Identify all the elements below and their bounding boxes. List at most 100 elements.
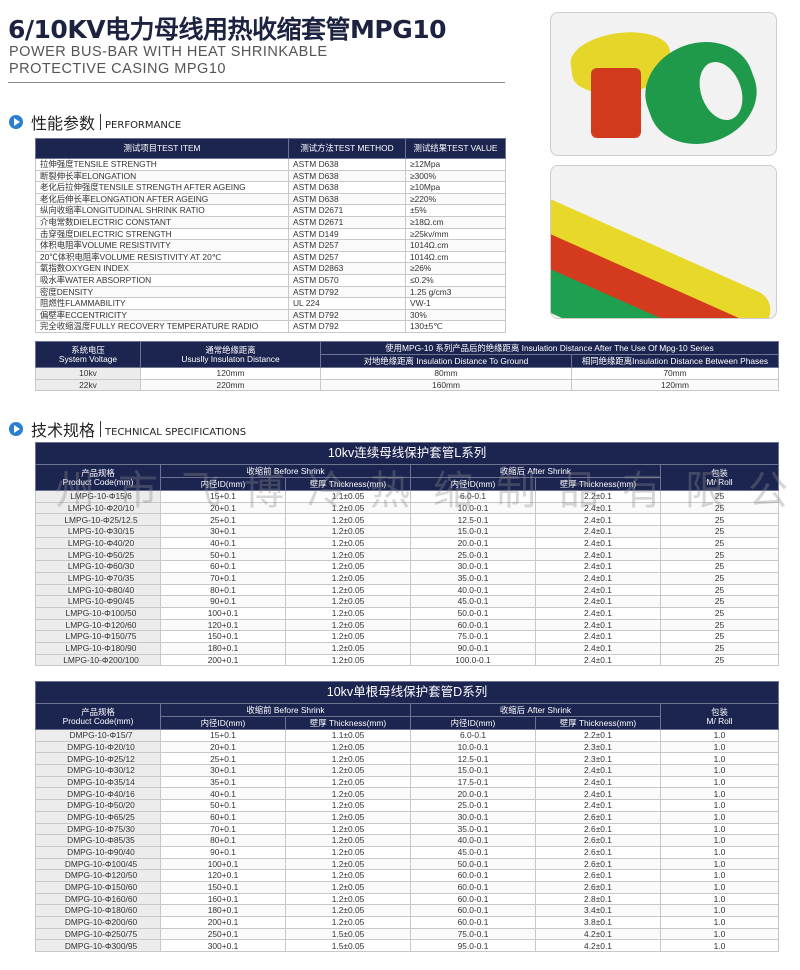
test-item: 断裂伸长率ELONGATION (35, 169, 289, 183)
test-item: 老化后拉伸强度TENSILE STRENGTH AFTER AGEING (35, 181, 289, 194)
id-after: 17.5-0.1 (410, 775, 536, 789)
packing: 1.0 (660, 729, 779, 742)
table-row: LMPG-10-Φ15/6 15+0.1 1.1±0.05 6.0-0.1 2.2±0.… (35, 490, 780, 503)
id-header: 内径ID(mm) (410, 477, 536, 491)
product-code: LMPG-10-Φ70/35 (35, 571, 161, 585)
packing: 25 (659, 583, 780, 597)
product-code: DMPG-10-Φ20/10 (35, 740, 161, 754)
section-title-zh: 技术规格 (31, 421, 96, 440)
id-after: 10.0-0.1 (410, 501, 536, 515)
packing: 25 (659, 548, 780, 562)
packing: 25 (659, 513, 780, 527)
packing: 25 (659, 595, 780, 608)
product-code: DMPG-10-Φ85/35 (35, 834, 161, 847)
table-row: LMPG-10-Φ40/20 40+0.1 1.2±0.05 20.0-0.1 2.4±… (35, 536, 780, 550)
packing: 25 (659, 525, 780, 538)
usual-distance-header: 通常绝缘距离 Ususlly Insulaton Distance (140, 341, 321, 368)
product-code: DMPG-10-Φ35/14 (35, 775, 161, 789)
product-code: DMPG-10-Φ90/40 (35, 845, 161, 859)
thickness-before: 1.2±0.05 (285, 525, 411, 538)
between-phases-header: 相同绝缘距离Insulation Distance Between Phases (571, 354, 779, 368)
packing: 25 (659, 630, 780, 643)
test-value: VW-1 (405, 297, 506, 310)
id-after: 35.0-0.1 (410, 822, 536, 836)
packing: 25 (659, 560, 780, 573)
test-item: 介电常数DIELECTRIC CONSTANT (35, 215, 289, 229)
id-before: 20+0.1 (160, 740, 286, 754)
packing: 1.0 (660, 740, 779, 754)
id-before: 90+0.1 (160, 595, 286, 608)
thickness-after: 2.3±0.1 (535, 740, 661, 754)
subtitle-line-1: POWER BUS-BAR WITH HEAT SHRINKABLE (9, 44, 328, 60)
id-header: 内径ID(mm) (160, 477, 286, 491)
thickness-before: 1.5±0.05 (285, 927, 411, 941)
packing: 25 (659, 490, 780, 503)
id-before: 20+0.1 (160, 501, 286, 515)
id-before: 80+0.1 (160, 834, 286, 847)
thickness-before: 1.2±0.05 (285, 892, 411, 906)
table-cell: 160mm (320, 378, 572, 391)
product-code: DMPG-10-Φ25/12 (35, 752, 161, 766)
performance-table: 测试项目TEST ITEM 测试方法TEST METHOD 测试结果TEST V… (35, 138, 506, 333)
thickness-after: 2.4±0.1 (535, 583, 661, 597)
id-after: 6.0-0.1 (410, 490, 536, 503)
thickness-after: 2.4±0.1 (535, 775, 661, 789)
table-row: LMPG-10-Φ90/45 90+0.1 1.2±0.05 45.0-0.1 2.4±… (35, 595, 780, 608)
test-item: 纵向收缩率LONGITUDINAL SHRINK RATIO (35, 204, 289, 217)
product-code: LMPG-10-Φ90/45 (35, 595, 161, 608)
id-after: 12.5-0.1 (410, 513, 536, 527)
id-after: 10.0-0.1 (410, 740, 536, 754)
id-before: 30+0.1 (160, 525, 286, 538)
thickness-after: 4.2±0.1 (535, 939, 661, 953)
packing: 1.0 (660, 834, 779, 847)
thickness-before: 1.2±0.05 (285, 548, 411, 562)
product-code: DMPG-10-Φ180/60 (35, 904, 161, 917)
table-row: LMPG-10-Φ180/90 180+0.1 1.2±0.05 90.0-0.1 2.… (35, 641, 780, 655)
product-code: LMPG-10-Φ60/30 (35, 560, 161, 573)
table-row: DMPG-10-Φ300/95 300+0.1 1.5±0.05 95.0-0.1 4.… (35, 939, 779, 953)
id-after: 15.0-0.1 (410, 764, 536, 777)
divider (8, 82, 505, 83)
l-series-table: 10kv连续母线保护套管L系列 产品规格 Product Code(mm) 收缩前… (34, 442, 780, 667)
col-header: 测试项目TEST ITEM (35, 138, 289, 159)
thickness-before: 1.2±0.05 (285, 571, 411, 585)
thickness-before: 1.2±0.05 (285, 536, 411, 550)
test-value: ≥25kv/mm (405, 227, 506, 241)
id-header: 内径ID(mm) (410, 716, 536, 730)
thickness-before: 1.2±0.05 (285, 916, 411, 929)
section-title-en: PERFORMANCE (105, 119, 182, 131)
test-method: ASTM D2863 (288, 262, 406, 275)
thickness-after: 2.3±0.1 (535, 752, 661, 766)
thickness-after: 2.4±0.1 (535, 618, 661, 632)
test-item: 吸水率WATER ABSORPTION (35, 273, 289, 287)
id-before: 180+0.1 (160, 904, 286, 917)
packing: 1.0 (660, 752, 779, 766)
arrow-circle-icon (9, 422, 23, 436)
id-before: 180+0.1 (160, 641, 286, 655)
product-code: LMPG-10-Φ200/100 (35, 653, 161, 667)
id-before: 60+0.1 (160, 560, 286, 573)
id-before: 90+0.1 (160, 845, 286, 859)
packing: 1.0 (660, 869, 779, 882)
test-item: 拉伸强度TENSILE STRENGTH (35, 158, 289, 171)
test-item: 完全收缩温度FULLY RECOVERY TEMPERATURE RADIO (35, 320, 289, 333)
thickness-header: 壁厚 Thickness(mm) (285, 716, 411, 730)
product-code: DMPG-10-Φ75/30 (35, 822, 161, 836)
packing: 25 (659, 501, 780, 515)
packing: 1.0 (660, 764, 779, 777)
id-after: 60.0-0.1 (410, 904, 536, 917)
thickness-after: 2.2±0.1 (535, 490, 661, 503)
table-cell: 120mm (140, 367, 321, 380)
id-before: 300+0.1 (160, 939, 286, 953)
test-method: ASTM D570 (288, 273, 406, 287)
table-row: DMPG-10-Φ180/60 180+0.1 1.2±0.05 60.0-0.1 3.… (35, 904, 779, 917)
before-shrink-header: 收缩前 Before Shrink (160, 703, 411, 717)
table-cell: 80mm (320, 367, 572, 380)
test-method: ASTM D257 (288, 250, 406, 264)
thickness-after: 2.4±0.1 (535, 501, 661, 515)
table-row: LMPG-10-Φ100/50 100+0.1 1.2±0.05 50.0-0.1 2.… (35, 606, 780, 620)
table-row: 拉伸强度TENSILE STRENGTH ASTM D638 ≥12Mpa (35, 158, 506, 171)
table-row: DMPG-10-Φ30/12 30+0.1 1.2±0.05 15.0-0.1 2.4±… (35, 764, 779, 777)
product-code: DMPG-10-Φ40/16 (35, 787, 161, 801)
after-shrink-header: 收缩后 After Shrink (410, 703, 661, 717)
